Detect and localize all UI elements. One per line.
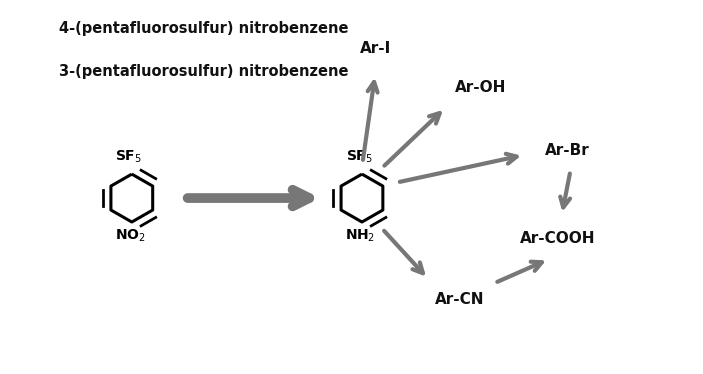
Text: SF$_5$: SF$_5$ (115, 148, 143, 165)
Text: NO$_2$: NO$_2$ (115, 227, 146, 244)
Text: 4-(pentafluorosulfur) nitrobenzene: 4-(pentafluorosulfur) nitrobenzene (58, 21, 348, 36)
Text: SF$_5$: SF$_5$ (346, 148, 373, 165)
Text: Ar-Br: Ar-Br (546, 142, 590, 158)
Text: Ar-OH: Ar-OH (455, 80, 506, 95)
Text: Ar-I: Ar-I (360, 42, 392, 56)
Text: Ar-COOH: Ar-COOH (520, 231, 595, 246)
Text: 3-(pentafluorosulfur) nitrobenzene: 3-(pentafluorosulfur) nitrobenzene (58, 64, 348, 79)
Text: Ar-CN: Ar-CN (435, 292, 484, 307)
Text: NH$_2$: NH$_2$ (345, 227, 375, 244)
